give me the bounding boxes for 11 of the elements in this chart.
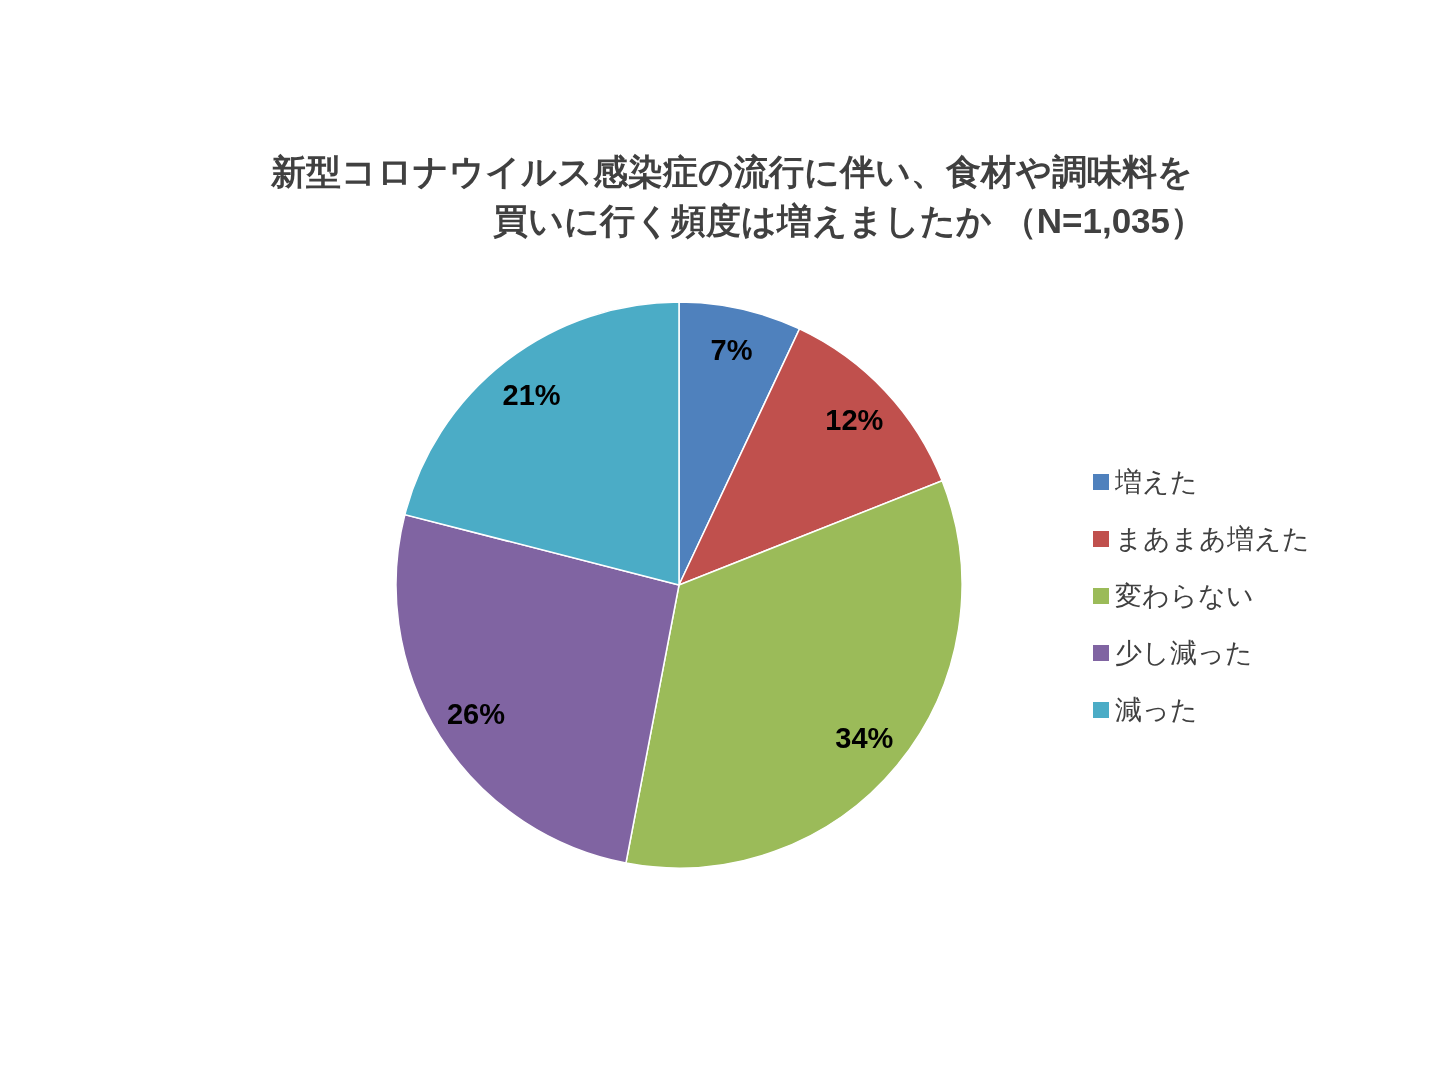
data-label: 34% xyxy=(835,722,894,755)
data-label: 7% xyxy=(710,334,753,367)
chart-title: 新型コロナウイルス感染症の流行に伴い、食材や調味料を買いに行く頻度は増えましたか （N=1,035） xyxy=(270,152,1206,240)
data-label: 21% xyxy=(502,378,561,411)
legend-label: まあまあ増えた xyxy=(1115,524,1310,554)
legend-label: 少し減った xyxy=(1115,638,1253,668)
data-label: 26% xyxy=(446,697,506,730)
data-label: 12% xyxy=(825,404,884,437)
legend-label: 変わらない xyxy=(1115,581,1254,611)
legend-label: 増えた xyxy=(1114,467,1198,497)
legend-label: 減った xyxy=(1115,695,1198,725)
